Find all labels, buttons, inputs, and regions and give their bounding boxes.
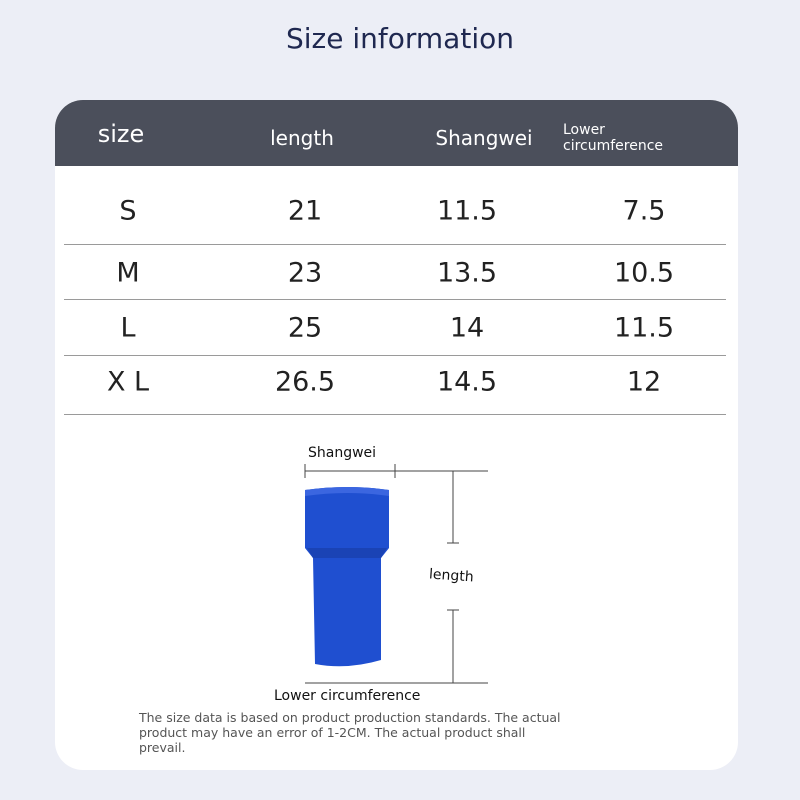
note-line: product may have an error of 1-2CM. The … xyxy=(139,725,526,740)
table-cell: X L xyxy=(106,366,150,398)
table-cell: 23 xyxy=(287,257,323,289)
table-cell: 25 xyxy=(287,312,323,344)
table-header: size length Shangwei Lower circumference xyxy=(55,100,738,166)
table-cell: 21 xyxy=(287,195,323,227)
note-line: prevail. xyxy=(139,740,186,755)
diagram-label: Shangwei xyxy=(308,445,377,461)
row-separator xyxy=(64,299,726,300)
table-cell: 7.5 xyxy=(622,195,666,227)
table-cell: S xyxy=(119,195,137,227)
row-separator xyxy=(64,414,726,415)
diagram xyxy=(304,464,488,684)
header-cell: Lower circumference xyxy=(563,122,664,154)
sleeve xyxy=(305,487,389,667)
row-separator xyxy=(64,355,726,356)
note-line: The size data is based on product produc… xyxy=(139,710,561,725)
row-separator xyxy=(64,244,726,245)
table-cell: 11.5 xyxy=(613,312,675,344)
table-cell: 13.5 xyxy=(436,257,498,289)
diagram-label: Lower circumference xyxy=(274,688,421,704)
table-cell: 11.5 xyxy=(436,195,498,227)
table-cell: 10.5 xyxy=(613,257,675,289)
size-card: size length Shangwei Lower circumference… xyxy=(55,100,738,770)
table-cell: L xyxy=(120,312,136,344)
diagram-label: length xyxy=(428,566,475,586)
table-cell: 12 xyxy=(626,366,662,398)
header-cell: Shangwei xyxy=(435,126,533,150)
header-cell: length xyxy=(270,126,334,150)
table-cell: 14.5 xyxy=(436,366,498,398)
table-cell: 14 xyxy=(449,312,485,344)
page-title: Size information xyxy=(286,22,514,55)
table-cell: M xyxy=(116,257,140,289)
header-cell: size xyxy=(97,120,145,148)
dimension-lines xyxy=(304,464,488,684)
table-cell: 26.5 xyxy=(274,366,336,398)
